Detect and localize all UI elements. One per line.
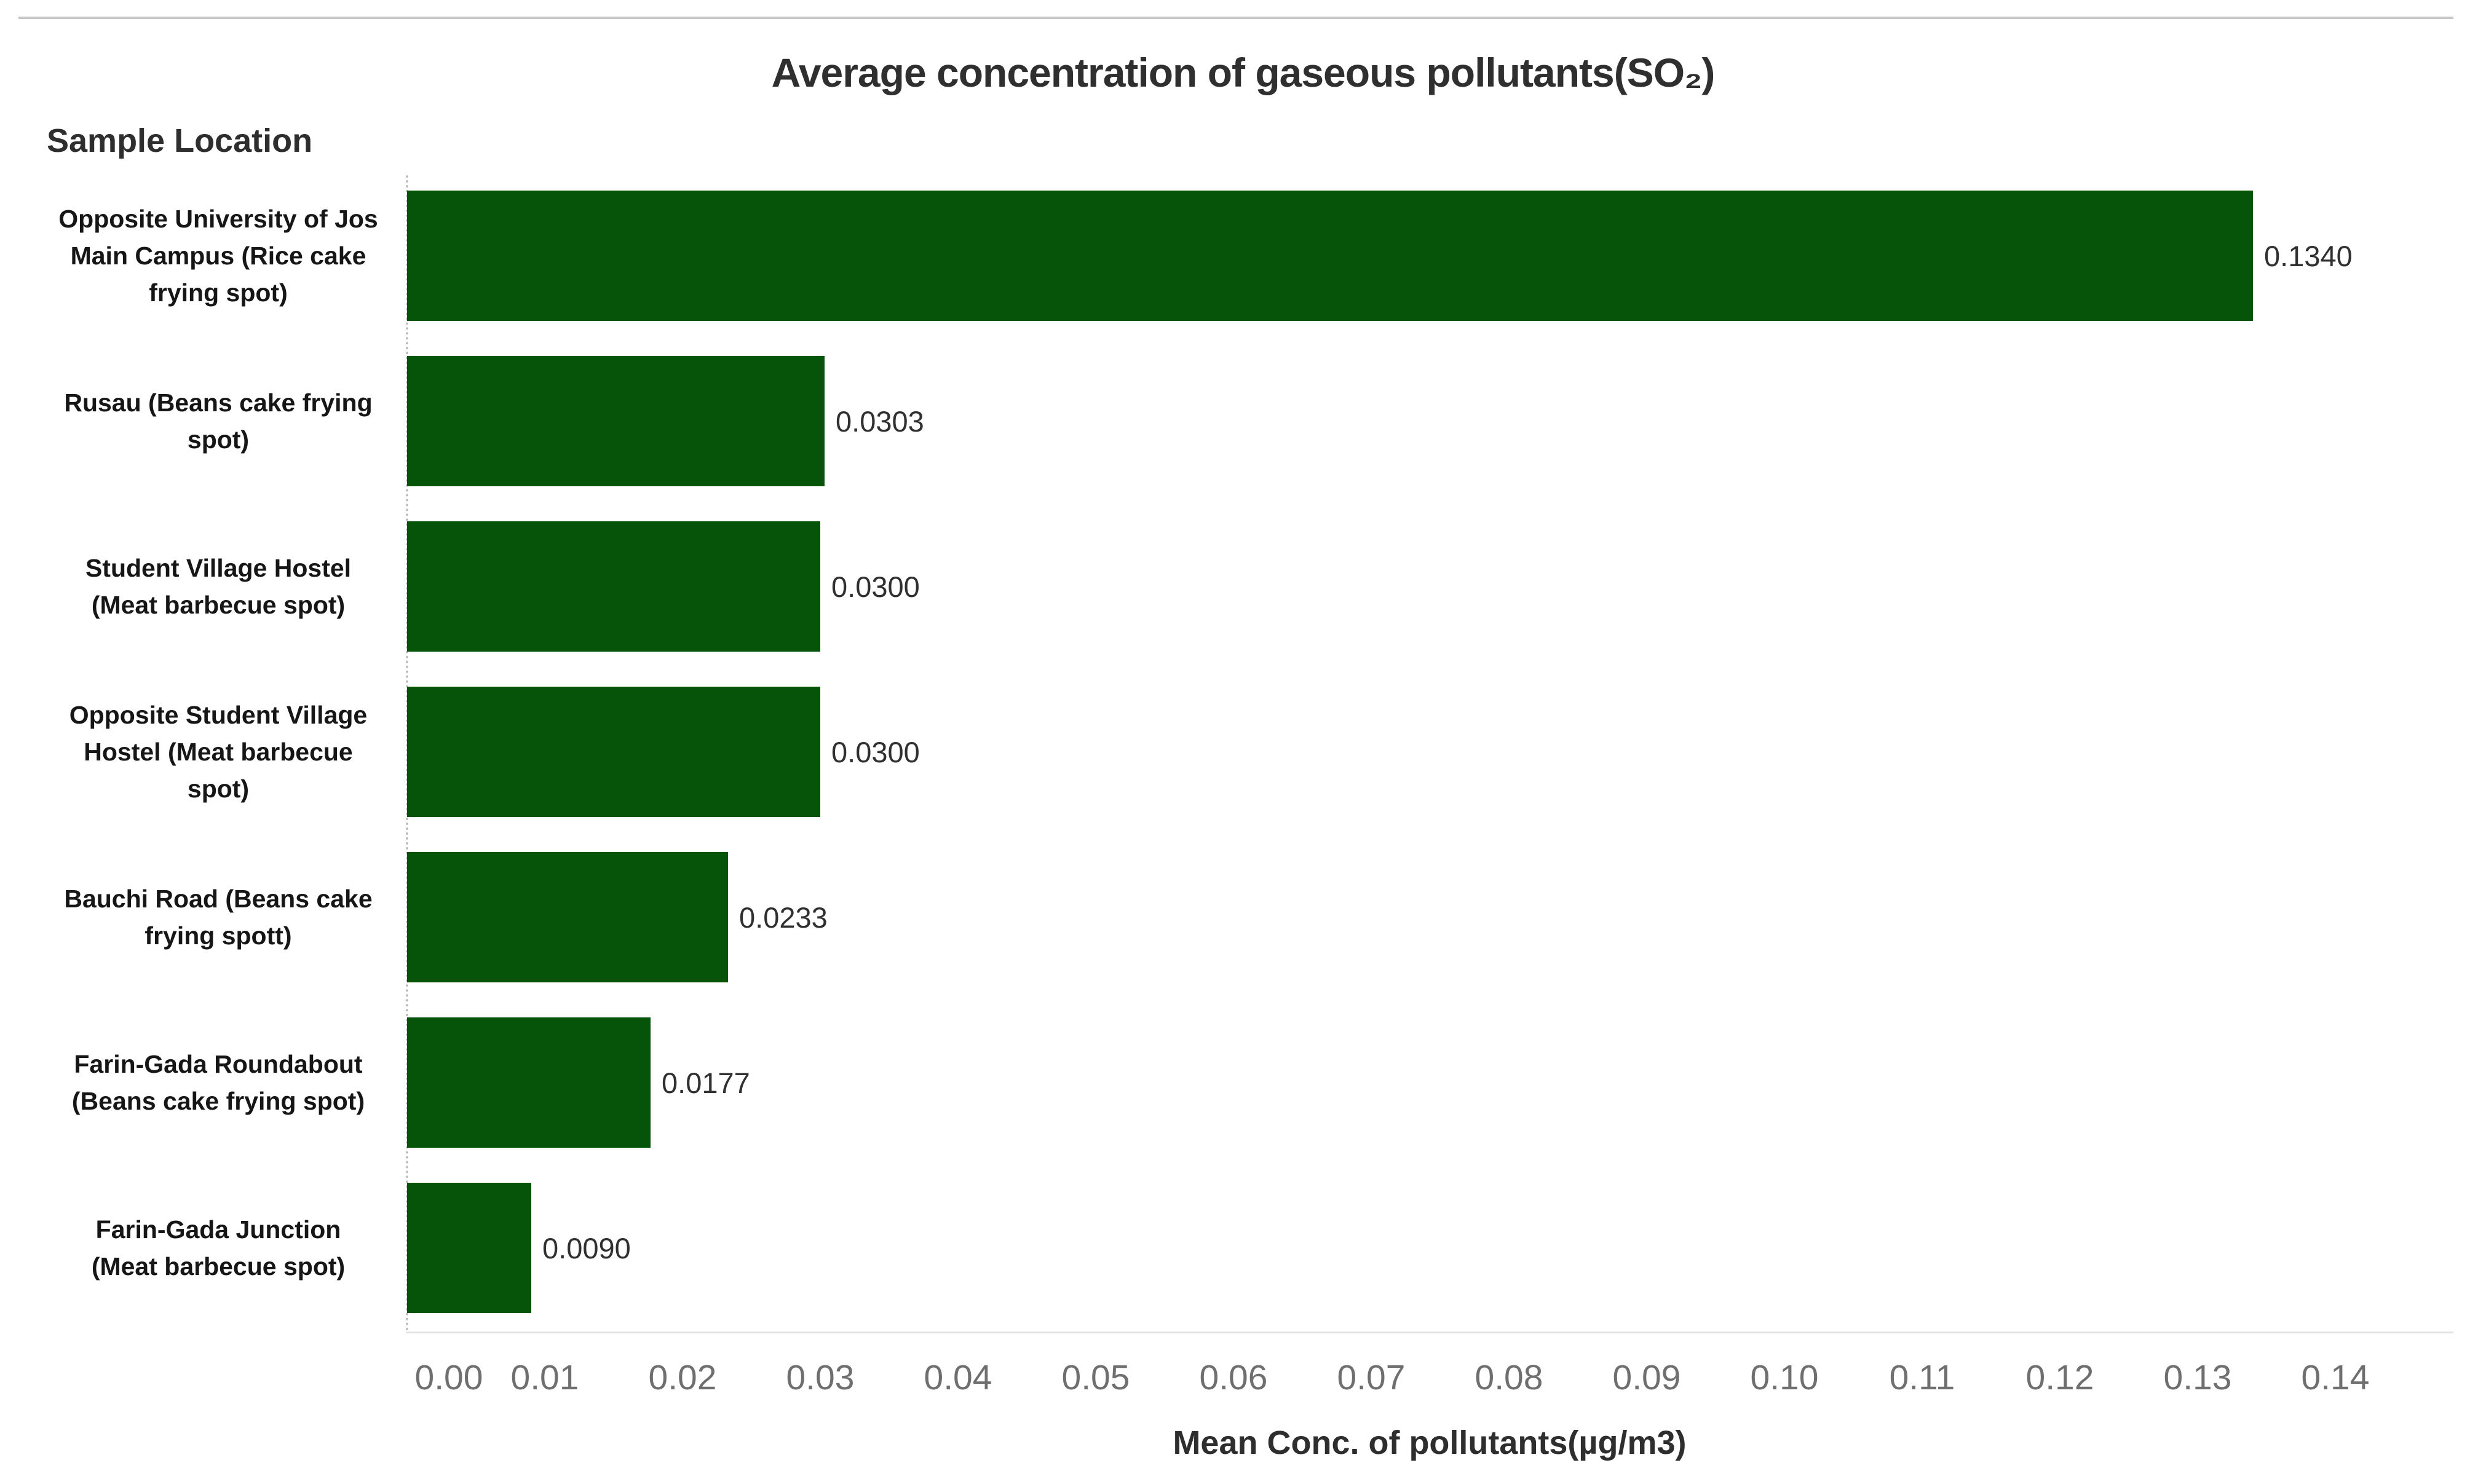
value-label: 0.0303: [836, 405, 924, 438]
x-tick-label: 0.08: [1475, 1358, 1543, 1397]
x-tick-label: 0.14: [2301, 1358, 2370, 1397]
value-label: 0.0233: [739, 901, 828, 934]
x-tick-label: 0.03: [786, 1358, 855, 1397]
x-tick-label: 0.04: [924, 1358, 992, 1397]
category-label-line: Student Village Hostel: [85, 554, 352, 582]
top-divider-line: [18, 17, 2453, 19]
category-label: Farin-Gada Roundabout (Beans cake frying …: [31, 1046, 406, 1119]
x-tick-label: 0.07: [1337, 1358, 1406, 1397]
bar[interactable]: [407, 521, 820, 652]
category-label-line: spot): [187, 425, 250, 454]
value-label: 0.1340: [2264, 239, 2353, 272]
category-label-line: frying spott): [144, 922, 292, 950]
category-label-line: (Beans cake frying spot): [71, 1087, 365, 1115]
category-label: Student Village Hostel (Meat barbecue spo…: [31, 550, 406, 623]
category-label-line: (Meat barbecue spot): [91, 1252, 346, 1281]
category-label-line: Hostel (Meat barbecue: [84, 738, 353, 766]
category-label-line: Rusau (Beans cake frying: [64, 389, 373, 417]
value-label: 0.0300: [831, 570, 920, 603]
category-label-line: frying spot): [149, 278, 288, 307]
x-axis-line: [406, 1332, 2453, 1333]
category-label: Farin-Gada Junction (Meat barbecue spot): [31, 1211, 406, 1285]
value-label: 0.0300: [831, 735, 920, 768]
bar[interactable]: [407, 852, 728, 982]
category-label-line: (Meat barbecue spot): [91, 591, 346, 619]
x-tick-label: 0.09: [1612, 1358, 1681, 1397]
x-tick-label: 0.01: [510, 1358, 579, 1397]
x-tick-label: 0.05: [1061, 1358, 1130, 1397]
category-label: Bauchi Road (Beans cake frying spott): [31, 880, 406, 954]
x-tick-label: 0.11: [1889, 1358, 1955, 1397]
category-label-line: Main Campus (Rice cake: [70, 242, 366, 270]
y-axis-header: Sample Location: [47, 122, 313, 159]
category-label: Opposite University of Jos Main Campus (R…: [31, 200, 406, 311]
x-tick-label: 0.12: [2025, 1358, 2094, 1397]
bar[interactable]: [407, 1183, 531, 1313]
category-label-line: Opposite University of Jos: [58, 205, 378, 233]
category-label-line: Opposite Student Village: [69, 701, 368, 729]
value-label: 0.0177: [662, 1066, 750, 1099]
category-label-line: Bauchi Road (Beans cake: [64, 885, 373, 913]
x-tick-label: 0.00: [414, 1358, 483, 1397]
category-label-line: Farin-Gada Roundabout: [74, 1050, 363, 1078]
bar[interactable]: [407, 356, 825, 486]
bar[interactable]: [407, 687, 820, 817]
x-axis-title: Mean Conc. of pollutants(µg/m3): [1173, 1424, 1687, 1461]
category-label: Opposite Student Village Hostel (Meat bar…: [31, 697, 406, 807]
category-label-line: spot): [187, 775, 250, 803]
category-label: Rusau (Beans cake frying spot): [31, 384, 406, 458]
bar[interactable]: [407, 191, 2253, 321]
chart-title: Average concentration of gaseous polluta…: [771, 50, 1716, 95]
value-label: 0.0090: [542, 1231, 631, 1265]
bar[interactable]: [407, 1017, 651, 1148]
x-tick-label: 0.06: [1199, 1358, 1268, 1397]
x-tick-label: 0.13: [2163, 1358, 2232, 1397]
category-label-line: Farin-Gada Junction: [95, 1215, 341, 1244]
x-tick-label: 0.10: [1750, 1358, 1819, 1397]
x-tick-label: 0.02: [648, 1358, 717, 1397]
